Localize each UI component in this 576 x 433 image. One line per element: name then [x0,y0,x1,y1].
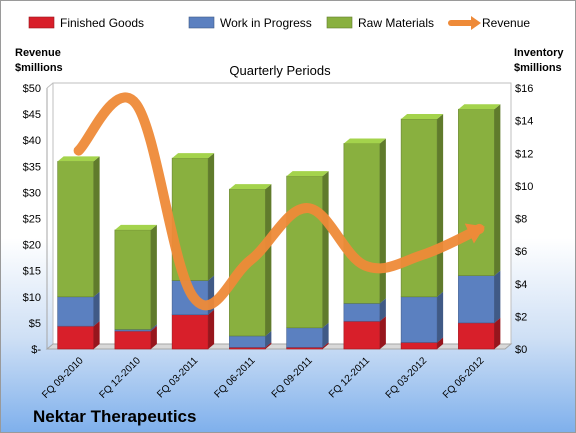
plot-side-edge [46,82,54,89]
bar-top-raw-materials [57,156,100,162]
bar-work-in-progress [57,296,94,327]
left-tick-label: $40 [23,135,41,147]
bar-side-raw-materials [208,153,215,281]
bar-side-finished-goods [494,317,501,349]
bar-top-raw-materials [401,113,444,119]
bar-finished-goods [343,320,381,350]
bar-finished-goods [171,314,209,350]
bar-raw-materials [114,229,152,330]
chart-title: Quarterly Periods [229,63,331,78]
bar-raw-materials [458,108,495,276]
bar-top-raw-materials [229,184,272,190]
bar-finished-goods [57,325,94,350]
bar-side-raw-materials [265,184,272,336]
bar-side-work-in-progress [379,298,386,322]
bar-side-raw-materials [322,171,329,328]
bar-side-finished-goods [93,321,100,349]
bar-side-finished-goods [208,309,215,349]
bar-side-work-in-progress [494,270,501,323]
bar-side-finished-goods [379,316,386,349]
bar-side-raw-materials [150,224,157,330]
right-tick-label: $4 [515,279,527,291]
left-axis-title-line2: $millions [15,62,63,74]
x-tick-label: FQ 06-2011 [213,355,258,400]
bar-top-raw-materials [286,171,329,177]
bar-top-raw-materials [114,224,157,230]
bar-side-finished-goods [437,337,444,349]
legend-label-finished-goods: Finished Goods [60,16,144,30]
bar-side-raw-materials [494,104,501,276]
bar-side-finished-goods [150,326,157,349]
company-name: Nektar Therapeutics [33,407,197,426]
x-tick-label: FQ 06-2012 [441,355,487,401]
bar-side-finished-goods [265,342,272,349]
bar-side-work-in-progress [322,322,329,348]
x-tick-label: FQ 12-2011 [327,355,372,400]
bar-finished-goods [114,330,152,350]
bar-raw-materials [57,161,94,298]
left-tick-label: $50 [23,83,41,95]
right-axis-title-line1: Inventory [514,47,564,59]
legend-label-raw-materials: Raw Materials [358,16,434,30]
left-tick-label: $20 [23,240,41,252]
bar-side-work-in-progress [437,291,444,343]
right-tick-label: $10 [515,181,533,193]
right-tick-label: $6 [515,246,527,258]
right-axis-title-line2: $millions [514,62,562,74]
x-tick-label: FQ 03-2012 [384,355,430,401]
bar-side-raw-materials [437,113,444,297]
bar-finished-goods [400,342,438,350]
right-tick-label: $14 [515,116,533,128]
bar-finished-goods [458,322,495,350]
left-tick-label: $5 [29,318,41,330]
revenue-line [73,92,485,311]
right-tick-label: $0 [515,344,527,356]
left-tick-label: $35 [23,161,41,173]
left-tick-label: $10 [23,292,41,304]
bar-raw-materials [400,118,438,298]
bar-top-raw-materials [172,153,215,159]
legend-label-work-in-progress: Work in Progress [220,16,312,30]
right-tick-label: $2 [515,311,527,323]
left-tick-label: $30 [23,187,41,199]
legend-swatch-finished-goods [28,16,55,29]
bar-side-work-in-progress [265,330,272,348]
left-axis-title-line1: Revenue [15,47,61,59]
bar-side-raw-materials [379,138,386,304]
bar-side-finished-goods [322,342,329,349]
bar-work-in-progress [400,296,438,343]
left-tick-label: $- [31,344,41,356]
bar-raw-materials [286,175,323,329]
bar-side-raw-materials [93,156,100,297]
left-tick-label: $15 [23,266,41,278]
bar-top-raw-materials [458,104,501,110]
bar-raw-materials [343,143,381,304]
x-tick-label: FQ 12-2010 [97,355,143,401]
x-tick-label: FQ 09-2010 [40,355,86,401]
right-tick-label: $8 [515,214,527,226]
bar-top-raw-materials [343,138,386,144]
legend-swatch-raw-materials [326,16,353,29]
legend-label-revenue: Revenue [482,16,530,30]
right-tick-label: $12 [515,148,533,160]
legend-swatch-head-revenue [471,16,481,30]
left-tick-label: $45 [23,109,41,121]
revenue-arrow-head [464,223,485,244]
x-tick-label: FQ 09-2011 [270,355,315,400]
bar-work-in-progress [286,327,323,348]
legend-swatch-work-in-progress [188,16,215,29]
bar-work-in-progress [343,303,381,322]
bar-side-work-in-progress [150,324,157,332]
left-tick-label: $25 [23,214,41,226]
right-tick-label: $16 [515,83,533,95]
x-tick-label: FQ 03-2011 [155,355,200,400]
bar-work-in-progress [229,335,266,348]
bar-work-in-progress [458,275,495,324]
bar-side-work-in-progress [93,291,100,327]
